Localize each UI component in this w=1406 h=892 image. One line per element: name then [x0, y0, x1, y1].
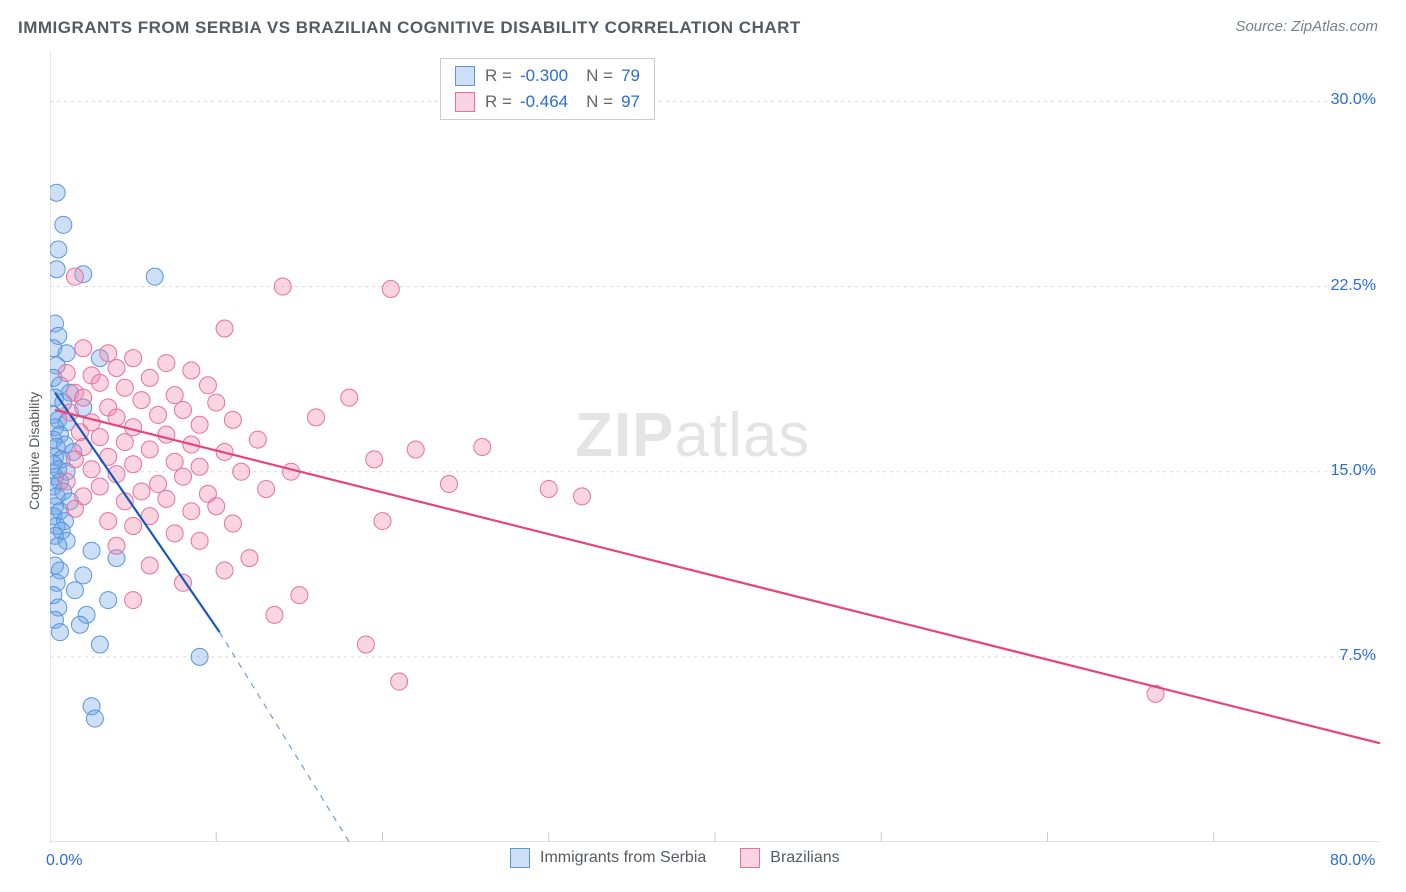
legend-swatch [455, 66, 475, 86]
legend-swatch [510, 848, 530, 868]
chart-title: IMMIGRANTS FROM SERBIA VS BRAZILIAN COGN… [18, 18, 801, 38]
y-axis-label: Cognitive Disability [26, 392, 42, 510]
legend-n-label: N = [586, 89, 613, 115]
legend-row: R = -0.464 N = 97 [455, 89, 640, 115]
x-tick-label: 80.0% [1330, 852, 1375, 870]
y-tick-label: 15.0% [1320, 462, 1376, 480]
legend-r-label: R = [485, 63, 512, 89]
legend-series: Immigrants from Serbia Brazilians [510, 848, 840, 868]
y-tick-label: 22.5% [1320, 277, 1376, 295]
legend-series-name: Brazilians [770, 849, 839, 867]
legend-n-value: 97 [621, 89, 640, 115]
legend-n-value: 79 [621, 63, 640, 89]
legend-r-value: -0.300 [520, 63, 568, 89]
legend-n-label: N = [586, 63, 613, 89]
scatter-chart [50, 52, 1380, 842]
y-tick-label: 7.5% [1320, 647, 1376, 665]
legend-correlation: R = -0.300 N = 79 R = -0.464 N = 97 [440, 58, 655, 120]
legend-series-name: Immigrants from Serbia [540, 849, 706, 867]
y-tick-label: 30.0% [1320, 91, 1376, 109]
legend-item: Brazilians [740, 848, 839, 868]
legend-swatch [455, 92, 475, 112]
legend-item: Immigrants from Serbia [510, 848, 706, 868]
source-label: Source: ZipAtlas.com [1235, 18, 1378, 35]
legend-r-label: R = [485, 89, 512, 115]
legend-swatch [740, 848, 760, 868]
x-tick-label: 0.0% [46, 852, 82, 870]
legend-r-value: -0.464 [520, 89, 568, 115]
legend-row: R = -0.300 N = 79 [455, 63, 640, 89]
